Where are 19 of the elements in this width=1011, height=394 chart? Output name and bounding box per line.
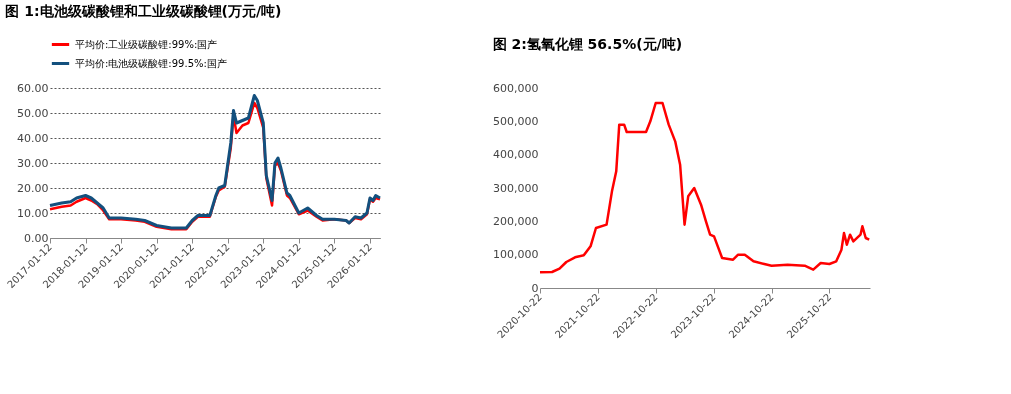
y-tick-label: 300,000 (493, 181, 539, 195)
y-tick-label: 50.00 (17, 106, 49, 120)
line-series (538, 101, 871, 274)
y-tick-label: 10.00 (17, 206, 49, 220)
y-tick-label: 40.00 (17, 131, 49, 145)
y-tick-label: 100,000 (493, 248, 539, 262)
legend-label: 平均价:电池级碳酸锂:99.5%:国产 (75, 57, 227, 69)
y-tick-label: 0 (531, 281, 539, 295)
y-tick-label: 60.00 (17, 81, 49, 95)
y-tick-label: 400,000 (493, 148, 539, 162)
y-tick-label: 600,000 (493, 81, 539, 95)
chart-title: 图 2:氢氧化锂 56.5%(元/吨) (492, 36, 683, 52)
y-tick-label: 0.00 (24, 231, 49, 245)
chart-title: 图 1:电池级碳酸锂和工业级碳酸锂(万元/吨) (5, 3, 282, 19)
y-tick-label: 20.00 (17, 181, 49, 195)
y-tick-label: 200,000 (493, 214, 539, 228)
y-tick-label: 500,000 (493, 114, 539, 128)
y-tick-label: 30.00 (17, 156, 49, 170)
legend-label: 平均价:工业级碳酸锂:99%:国产 (75, 38, 218, 50)
